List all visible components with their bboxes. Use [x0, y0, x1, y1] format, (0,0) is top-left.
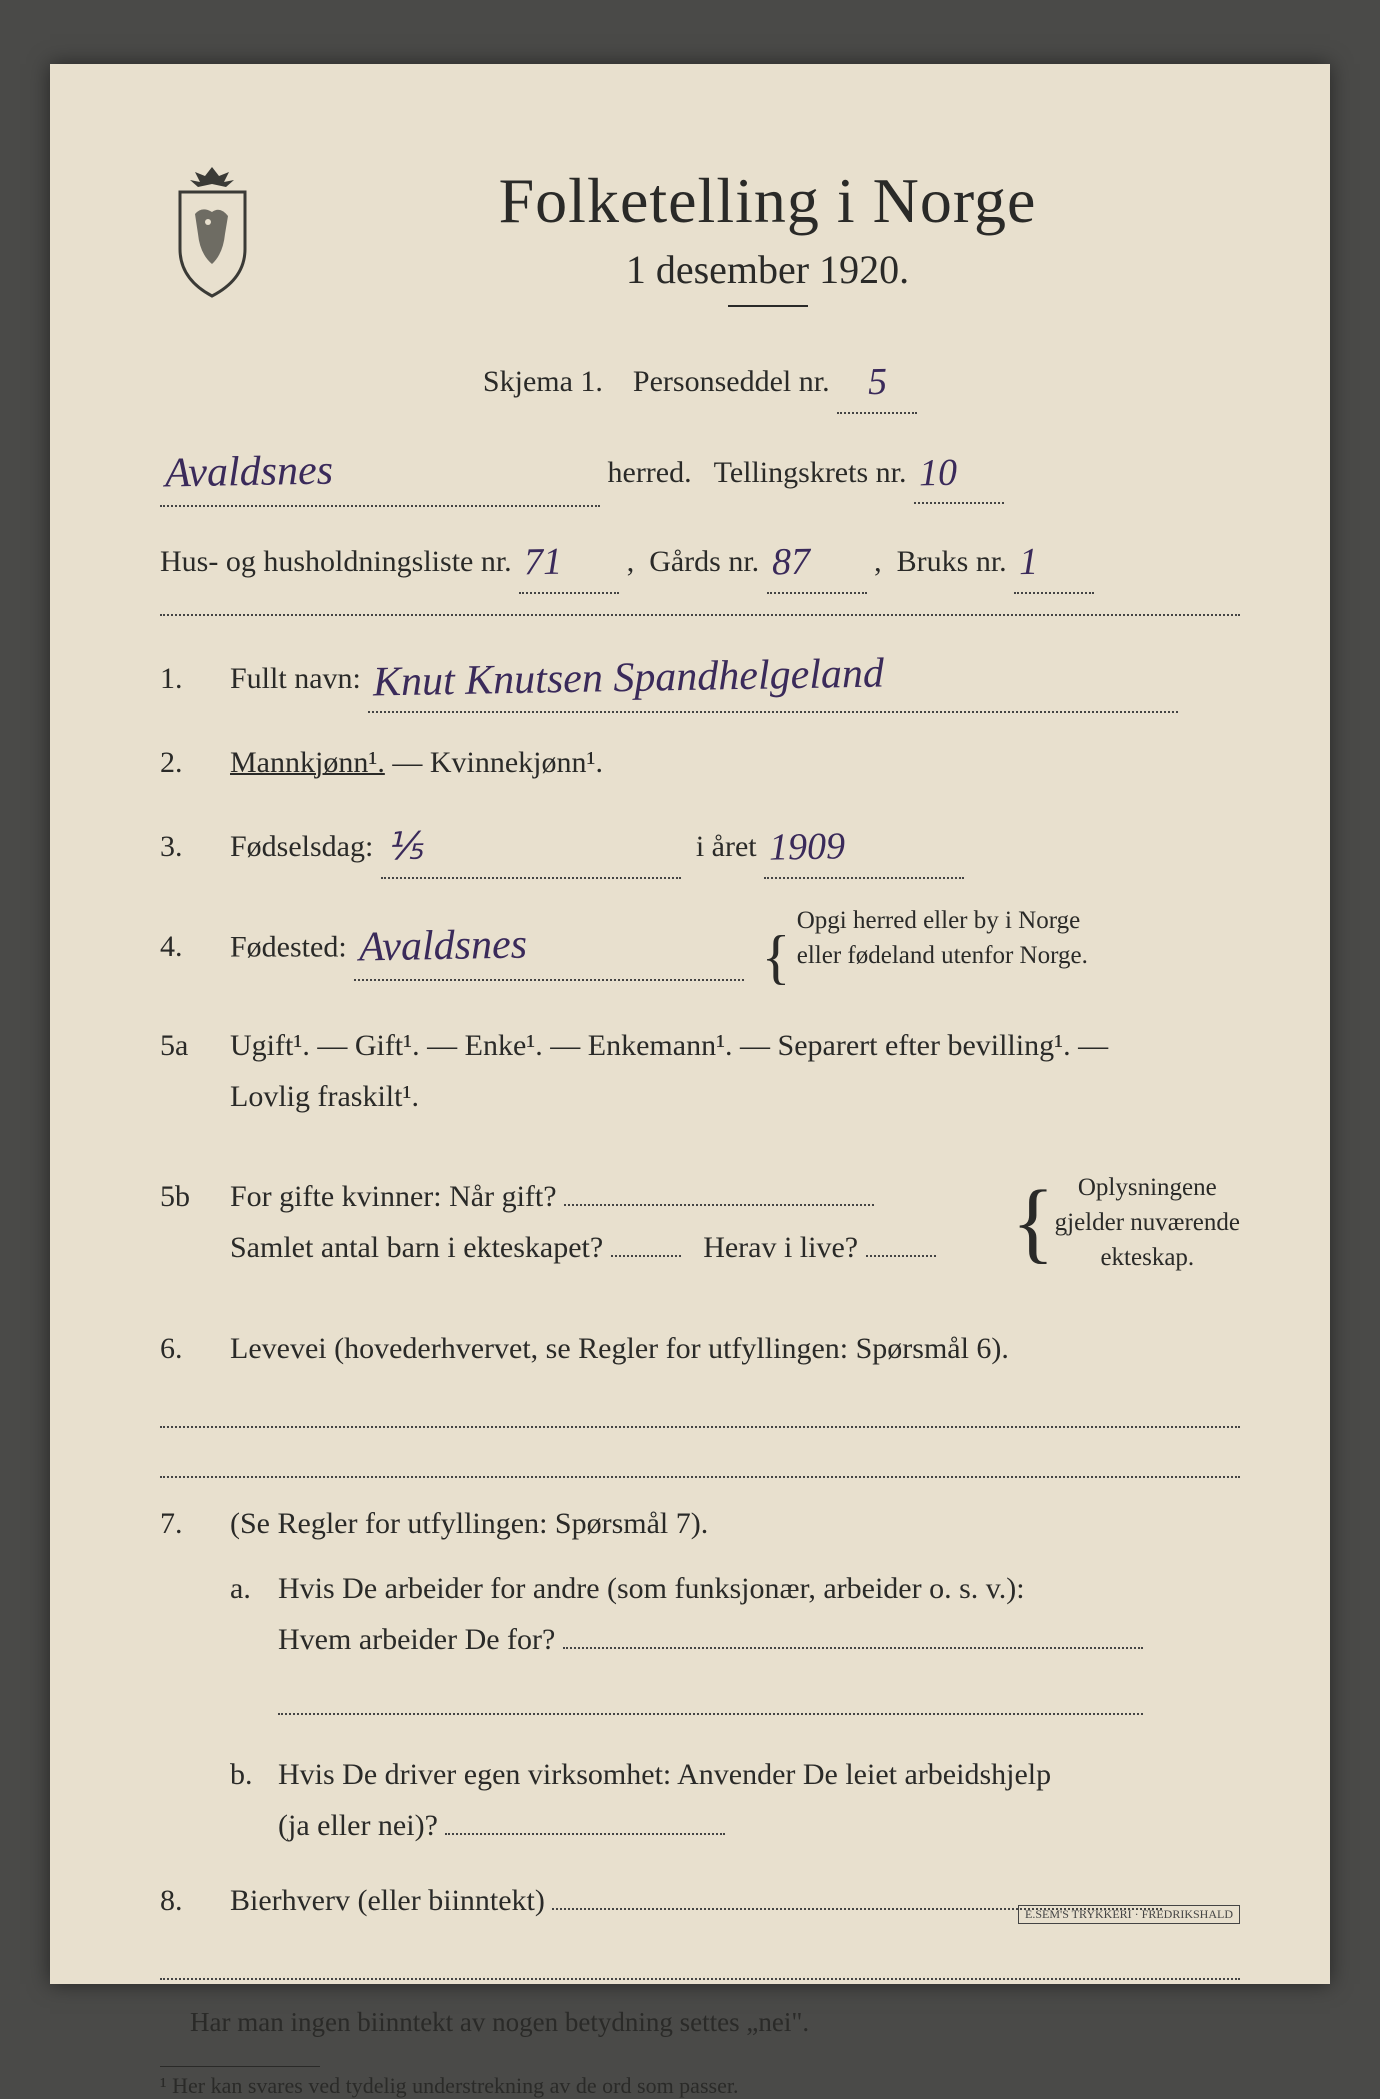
title-divider — [728, 305, 808, 307]
item-7a-line2: Hvem arbeider De for? — [278, 1623, 555, 1656]
tellingskrets-value: 10 — [918, 440, 957, 505]
main-title: Folketelling i Norge — [295, 164, 1240, 238]
item-7b-letter: b. — [230, 1749, 260, 1851]
item-1-label: Fullt navn: — [230, 662, 361, 695]
item-7a-line1: Hvis De arbeider for andre (som funksjon… — [278, 1572, 1025, 1605]
item-3-mid: i året — [696, 830, 757, 863]
item-8-label: Bierhverv (eller biinntekt) — [230, 1884, 545, 1917]
hus-label: Hus- og husholdningsliste nr. — [160, 545, 512, 578]
bruks-label: Bruks nr. — [897, 545, 1007, 578]
tellingskrets-label: Tellingskrets nr. — [714, 456, 907, 489]
printer-mark: E.SEM'S TRYKKERI · FREDRIKSHALD — [1018, 1905, 1240, 1924]
herred-line: Avaldsnes herred. Tellingskrets nr. 10 — [160, 434, 1240, 507]
item-3-year: 1909 — [769, 814, 846, 880]
gards-label: Gårds nr. — [649, 545, 759, 578]
coat-of-arms-icon — [160, 164, 265, 304]
footer-note: Har man ingen biinntekt av nogen betydni… — [190, 2000, 1240, 2046]
item-7a-letter: a. — [230, 1563, 260, 1735]
item-5b-num: 5b — [160, 1180, 205, 1214]
herred-label: herred. — [608, 456, 692, 489]
item-2-female: Kvinnekjønn¹. — [430, 746, 603, 779]
gards-value: 87 — [771, 530, 810, 595]
item-2-num: 2. — [160, 746, 205, 780]
item-3-num: 3. — [160, 830, 205, 864]
item-5b: 5b For gifte kvinner: Når gift? Samlet a… — [160, 1146, 1240, 1299]
item-1-value: Knut Knutsen Spandhelgeland — [373, 638, 885, 718]
schema-label: Skjema 1. — [483, 365, 603, 398]
q7a-blank — [278, 1685, 1143, 1715]
item-5b-label3: Herav i live? — [703, 1231, 858, 1264]
footnote-block: ¹ Her kan svares ved tydelig understrekn… — [160, 2066, 1240, 2099]
item-4-note2: eller fødeland utenfor Norge. — [797, 942, 1088, 969]
item-5b-label2: Samlet antal barn i ekteskapet? — [230, 1231, 603, 1264]
item-2-male: Mannkjønn¹. — [230, 746, 385, 779]
item-7b-line1: Hvis De driver egen virksomhet: Anvender… — [278, 1758, 1051, 1791]
separator-1 — [160, 614, 1240, 616]
item-7-num: 7. — [160, 1507, 205, 1541]
herred-value: Avaldsnes — [164, 435, 333, 509]
item-5b-note2: gjelder nuværende — [1055, 1209, 1240, 1236]
item-4-value: Avaldsnes — [359, 910, 528, 984]
bruks-value: 1 — [1019, 530, 1039, 595]
q6-blank-2 — [160, 1448, 1240, 1478]
personseddel-value: 5 — [867, 350, 887, 415]
item-7-label: (Se Regler for utfyllingen: Spørsmål 7). — [230, 1507, 708, 1540]
item-4: 4. Fødested: Avaldsnes { Opgi herred ell… — [160, 903, 1240, 996]
item-1-num: 1. — [160, 662, 205, 696]
q8-blank — [160, 1950, 1240, 1980]
item-5a: 5a Ugift¹. — Gift¹. — Enke¹. — Enkemann¹… — [160, 1020, 1240, 1122]
personseddel-label: Personseddel nr. — [633, 365, 830, 398]
item-8-num: 8. — [160, 1884, 205, 1918]
hus-line: Hus- og husholdningsliste nr. 71 , Gårds… — [160, 527, 1240, 594]
item-4-note1: Opgi herred eller by i Norge — [797, 907, 1080, 934]
item-6-num: 6. — [160, 1332, 205, 1366]
item-3: 3. Fødselsdag: ⅕ i året 1909 — [160, 812, 1240, 879]
header-row: Folketelling i Norge 1 desember 1920. — [160, 164, 1240, 337]
item-5a-num: 5a — [160, 1029, 205, 1063]
hus-value: 71 — [524, 530, 563, 595]
item-7: 7. (Se Regler for utfyllingen: Spørsmål … — [160, 1498, 1240, 1851]
item-5a-text: Ugift¹. — Gift¹. — Enke¹. — Enkemann¹. —… — [230, 1029, 1108, 1062]
census-form-document: Folketelling i Norge 1 desember 1920. Sk… — [50, 64, 1330, 1984]
title-block: Folketelling i Norge 1 desember 1920. — [295, 164, 1240, 337]
item-5b-label1: For gifte kvinner: Når gift? — [230, 1180, 557, 1213]
item-4-num: 4. — [160, 930, 205, 964]
item-3-label: Fødselsdag: — [230, 830, 373, 863]
item-1: 1. Fullt navn: Knut Knutsen Spandhelgela… — [160, 640, 1240, 713]
q6-blank-1 — [160, 1398, 1240, 1428]
item-2: 2. Mannkjønn¹. — Kvinnekjønn¹. — [160, 737, 1240, 788]
item-5b-note1: Oplysningene — [1078, 1174, 1217, 1201]
item-5b-note3: ekteskap. — [1100, 1244, 1194, 1271]
item-3-day: ⅕ — [385, 815, 423, 880]
footnote-rule — [160, 2066, 320, 2068]
item-6: 6. Levevei (hovederhvervet, se Regler fo… — [160, 1323, 1240, 1374]
item-2-sep: — — [385, 746, 430, 779]
footnote-text: ¹ Her kan svares ved tydelig understrekn… — [160, 2073, 738, 2098]
schema-line: Skjema 1. Personseddel nr. 5 — [160, 347, 1240, 414]
item-4-label: Fødested: — [230, 930, 347, 963]
item-7b-line2: (ja eller nei)? — [278, 1809, 438, 1842]
item-5a-cont: Lovlig fraskilt¹. — [230, 1080, 419, 1113]
item-6-label: Levevei (hovederhvervet, se Regler for u… — [230, 1332, 1009, 1365]
subtitle-date: 1 desember 1920. — [295, 246, 1240, 293]
